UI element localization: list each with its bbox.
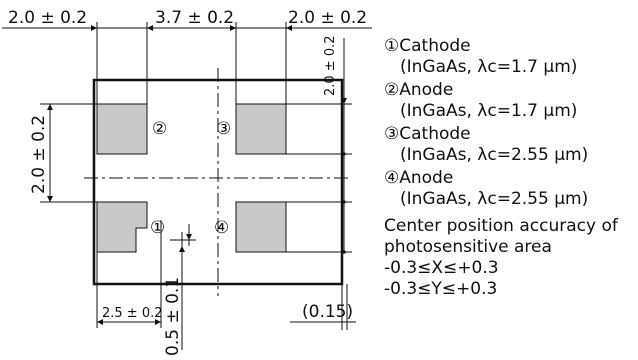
- legend-title: ②Anode: [384, 80, 454, 100]
- note-line: photosensitive area: [384, 237, 552, 257]
- legend-detail: (InGaAs, λc=2.55 μm): [400, 145, 589, 165]
- legend-item-2: ②Anode (InGaAs, λc=1.7 μm): [384, 80, 636, 122]
- legend-detail: (InGaAs, λc=1.7 μm): [400, 57, 578, 77]
- note-line: Center position accuracy of: [384, 216, 618, 236]
- arrow: [179, 246, 185, 252]
- pad-3: [235, 103, 287, 155]
- arrow: [186, 234, 192, 240]
- dot: [342, 152, 346, 156]
- pin-legend: ①Cathode (InGaAs, λc=1.7 μm) ②Anode (InG…: [384, 36, 636, 300]
- legend-item-4: ④Anode (InGaAs, λc=2.55 μm): [384, 168, 636, 210]
- arrow: [97, 319, 103, 325]
- pad-2: [96, 103, 148, 155]
- dim-bottom-right: (0.15): [302, 302, 353, 322]
- pad-1-number: ①: [150, 218, 165, 238]
- pad-4: [235, 201, 287, 253]
- arrow: [147, 25, 153, 31]
- note-line: -0.3≤X≤+0.3: [384, 258, 499, 278]
- pad-1: [96, 201, 148, 253]
- dim-bottom-left: 2.5 ± 0.2: [102, 306, 163, 321]
- arrow: [91, 25, 97, 31]
- legend-title: ①Cathode: [384, 36, 471, 56]
- dot: [342, 200, 346, 204]
- pad-3-number: ③: [216, 119, 231, 139]
- pad-4-number: ④: [214, 218, 229, 238]
- dot: [342, 250, 346, 254]
- legend-item-3: ③Cathode (InGaAs, λc=2.55 μm): [384, 124, 636, 166]
- dim-bottom-center-vertical: 0.5 ± 0.1: [163, 277, 183, 356]
- dim-left-vertical: 2.0 ± 0.2: [29, 115, 49, 194]
- legend-detail: (InGaAs, λc=1.7 μm): [400, 101, 578, 121]
- pad-2-number: ②: [152, 119, 167, 139]
- arrow: [230, 25, 236, 31]
- arrow: [47, 104, 53, 110]
- accuracy-note: Center position accuracy of photosensiti…: [384, 216, 636, 300]
- legend-detail: (InGaAs, λc=2.55 μm): [400, 189, 589, 209]
- dim-top-left: 2.0 ± 0.2: [8, 8, 87, 28]
- note-line: -0.3≤Y≤+0.3: [384, 279, 498, 299]
- legend-title: ③Cathode: [384, 124, 471, 144]
- dim-top-center: 3.7 ± 0.2: [155, 8, 234, 28]
- dim-right-vertical: 2.0 ± 0.2: [323, 35, 338, 96]
- arrow: [47, 196, 53, 202]
- arrow: [155, 319, 161, 325]
- arrow: [286, 25, 292, 31]
- dim-top-right: 2.0 ± 0.2: [288, 8, 367, 28]
- legend-item-1: ①Cathode (InGaAs, λc=1.7 μm): [384, 36, 636, 78]
- arrow: [341, 98, 347, 104]
- legend-title: ④Anode: [384, 168, 454, 188]
